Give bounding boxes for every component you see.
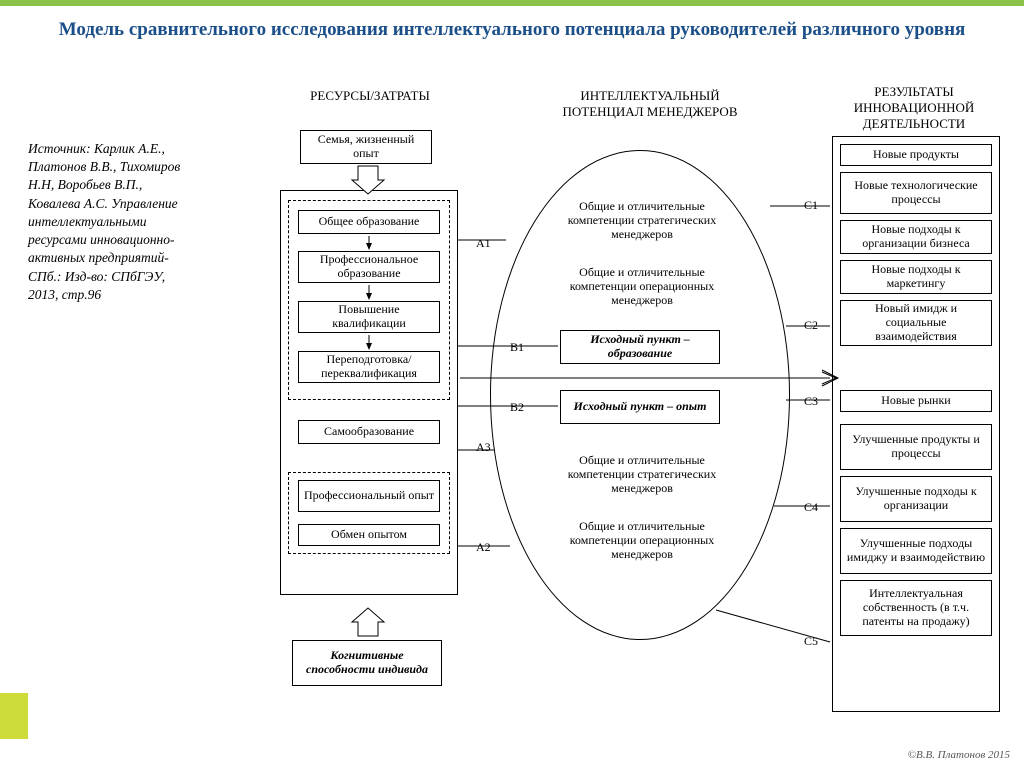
- column-header-resources: РЕСУРСЫ/ЗАТРАТЫ: [280, 88, 460, 104]
- box-new-markets: Новые рынки: [840, 390, 992, 412]
- label-a3: A3: [476, 440, 491, 455]
- box-starting-experience: Исходный пункт – опыт: [560, 390, 720, 424]
- source-citation: Источник: Карлик А.Е., Платонов В.В., Ти…: [28, 140, 198, 304]
- label-a1: A1: [476, 236, 491, 251]
- results-spacer: [840, 648, 992, 704]
- label-b1: B1: [510, 340, 524, 355]
- label-c5: C5: [804, 634, 818, 649]
- label-a2: A2: [476, 540, 491, 555]
- ellipse-text-operational-1: Общие и отличительные компетенции операц…: [552, 266, 732, 307]
- label-c4: C4: [804, 500, 818, 515]
- box-new-image: Новый имидж и социальные взаимодействия: [840, 300, 992, 346]
- label-c1: C1: [804, 198, 818, 213]
- box-improved-image: Улучшенные подходы имиджу и взаимодейств…: [840, 528, 992, 574]
- box-retraining: Переподготовка/ переквалификация: [298, 351, 440, 383]
- box-improved-products: Улучшенные продукты и процессы: [840, 424, 992, 470]
- ellipse-text-strategic-1: Общие и отличительные компетенции страте…: [552, 200, 732, 241]
- box-cognitive-abilities: Когнитивные способности индивида: [292, 640, 442, 686]
- ellipse-text-strategic-2: Общие и отличительные компетенции страте…: [552, 454, 732, 495]
- column-header-potential: ИНТЕЛЛЕКТУАЛЬНЫЙ ПОТЕНЦИАЛ МЕНЕДЖЕРОВ: [540, 88, 760, 120]
- label-b2: B2: [510, 400, 524, 415]
- page-title: Модель сравнительного исследования интел…: [30, 18, 994, 43]
- box-new-marketing: Новые подходы к маркетингу: [840, 260, 992, 294]
- box-improved-org: Улучшенные подходы к организации: [840, 476, 992, 522]
- ellipse-text-operational-2: Общие и отличительные компетенции операц…: [552, 520, 732, 561]
- label-c2: C2: [804, 318, 818, 333]
- box-professional-experience: Профессиональный опыт: [298, 480, 440, 512]
- box-ip-patents: Интеллектуальная собственность (в т.ч. п…: [840, 580, 992, 636]
- column-header-results: РЕЗУЛЬТАТЫ ИННОВАЦИОННОЙ ДЕЯТЕЛЬНОСТИ: [826, 84, 1002, 132]
- box-professional-education: Профессиональное образование: [298, 251, 440, 283]
- box-self-education: Самообразование: [298, 420, 440, 444]
- box-family-experience: Семья, жизненный опыт: [300, 130, 432, 164]
- label-c3: C3: [804, 394, 818, 409]
- box-experience-exchange: Обмен опытом: [298, 524, 440, 546]
- box-new-products: Новые продукты: [840, 144, 992, 166]
- copyright-note: ©В.В. Платонов 2015: [908, 749, 1010, 761]
- top-accent-bar: [0, 0, 1024, 6]
- box-qualification-upgrade: Повышение квалификации: [298, 301, 440, 333]
- box-new-org-approaches: Новые подходы к организации бизнеса: [840, 220, 992, 254]
- box-new-tech-processes: Новые технологические процессы: [840, 172, 992, 214]
- box-starting-education: Исходный пункт – образование: [560, 330, 720, 364]
- box-general-education: Общее образование: [298, 210, 440, 234]
- left-accent-block: [0, 693, 28, 739]
